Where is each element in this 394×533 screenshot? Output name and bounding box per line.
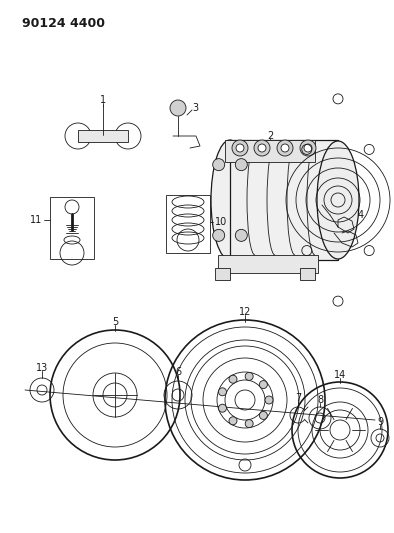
Text: 3: 3	[192, 103, 198, 113]
Circle shape	[258, 144, 266, 152]
Bar	[218, 255, 318, 273]
Circle shape	[170, 100, 186, 116]
Text: 5: 5	[112, 317, 118, 327]
Circle shape	[232, 140, 248, 156]
Bar	[300, 268, 315, 280]
Circle shape	[213, 229, 225, 241]
Text: 14: 14	[334, 370, 346, 380]
Bar	[225, 140, 315, 162]
Circle shape	[235, 159, 247, 171]
Circle shape	[229, 417, 237, 425]
Circle shape	[277, 140, 293, 156]
Text: 13: 13	[36, 363, 48, 373]
Circle shape	[259, 411, 268, 419]
Circle shape	[259, 381, 268, 389]
Circle shape	[300, 140, 316, 156]
Text: 1: 1	[100, 95, 106, 105]
Text: 4: 4	[358, 210, 364, 220]
Circle shape	[245, 373, 253, 381]
Text: 6: 6	[175, 367, 181, 377]
Circle shape	[213, 159, 225, 171]
Text: 7: 7	[295, 393, 301, 403]
Ellipse shape	[317, 141, 359, 259]
Text: 90124 4400: 90124 4400	[22, 17, 105, 30]
Circle shape	[281, 144, 289, 152]
Circle shape	[229, 375, 237, 383]
Text: 9: 9	[377, 417, 383, 427]
Ellipse shape	[211, 140, 249, 260]
Text: 8: 8	[317, 395, 323, 405]
Circle shape	[236, 144, 244, 152]
Circle shape	[245, 419, 253, 427]
Circle shape	[218, 388, 227, 396]
Text: 12: 12	[239, 307, 251, 317]
Circle shape	[254, 140, 270, 156]
Bar	[50, 197, 94, 259]
Bar	[166, 195, 210, 253]
Bar	[215, 268, 230, 280]
Bar	[230, 140, 338, 260]
Bar	[78, 130, 128, 142]
Circle shape	[218, 404, 227, 412]
Text: 11: 11	[30, 215, 42, 225]
Circle shape	[304, 144, 312, 152]
Text: 2: 2	[267, 131, 273, 141]
Circle shape	[235, 229, 247, 241]
Circle shape	[265, 396, 273, 404]
Text: 10: 10	[215, 217, 227, 227]
